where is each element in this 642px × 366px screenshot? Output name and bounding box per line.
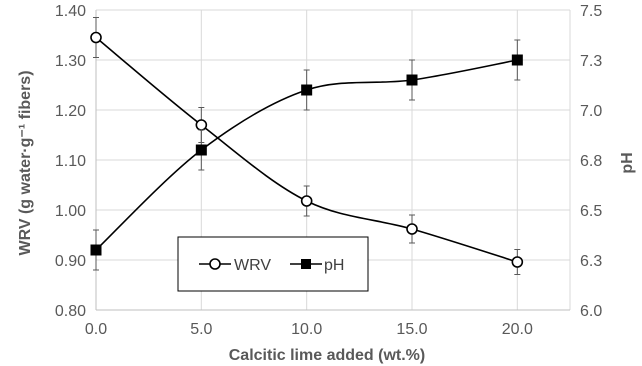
y-tick-label: 1.10 bbox=[55, 153, 86, 170]
y-tick-label: 1.00 bbox=[55, 203, 86, 220]
y-tick-label: 1.40 bbox=[55, 3, 86, 20]
y2-tick-label: 7.0 bbox=[580, 103, 602, 120]
series-layer bbox=[90, 17, 524, 275]
x-tick-label: 10.0 bbox=[291, 321, 322, 338]
data-point-ph bbox=[90, 244, 102, 256]
x-tick-label: 0.0 bbox=[85, 321, 107, 338]
x-axis-title: Calcitic lime added (wt.%) bbox=[229, 347, 425, 364]
data-point-wrv bbox=[300, 195, 313, 207]
y-tick-label: 0.80 bbox=[55, 303, 86, 320]
y2-tick-label: 6.3 bbox=[580, 253, 602, 270]
data-point-wrv bbox=[195, 119, 208, 131]
data-point-ph bbox=[195, 144, 207, 156]
y-tick-label: 1.20 bbox=[55, 103, 86, 120]
legend-wrv-label: WRV bbox=[234, 257, 271, 274]
y2-tick-label: 6.8 bbox=[580, 153, 602, 170]
y2-tick-label: 6.5 bbox=[580, 203, 602, 220]
x-tick-label: 5.0 bbox=[190, 321, 212, 338]
y2-tick-label: 7.3 bbox=[580, 53, 602, 70]
legend: WRV pH bbox=[177, 236, 369, 292]
y-tick-label: 0.90 bbox=[55, 253, 86, 270]
legend-ph-marker bbox=[301, 259, 311, 269]
data-point-wrv bbox=[90, 31, 102, 44]
data-point-ph bbox=[301, 84, 313, 96]
y-axis-right-title: pH bbox=[619, 152, 636, 173]
y-tick-label: 1.30 bbox=[55, 53, 86, 70]
x-axis: 0.0 5.0 10.0 15.0 20.0 bbox=[85, 321, 533, 338]
data-point-wrv bbox=[511, 256, 524, 268]
data-point-ph bbox=[406, 74, 418, 86]
y2-tick-label: 6.0 bbox=[580, 303, 602, 320]
data-point-wrv bbox=[406, 223, 418, 235]
data-point-ph bbox=[511, 54, 523, 66]
legend-ph-label: pH bbox=[324, 257, 344, 274]
x-tick-label: 20.0 bbox=[502, 321, 533, 338]
y-axis-right: 6.0 6.3 6.5 6.8 7.0 7.3 7.5 bbox=[580, 3, 602, 320]
legend-wrv-marker bbox=[209, 258, 221, 270]
y2-tick-label: 7.5 bbox=[580, 3, 602, 20]
y-axis-left-title: WRV (g water·g⁻¹ fibers) bbox=[17, 70, 34, 255]
x-tick-label: 15.0 bbox=[396, 321, 427, 338]
y-axis-left: 0.80 0.90 1.00 1.10 1.20 1.30 1.40 bbox=[55, 3, 86, 320]
